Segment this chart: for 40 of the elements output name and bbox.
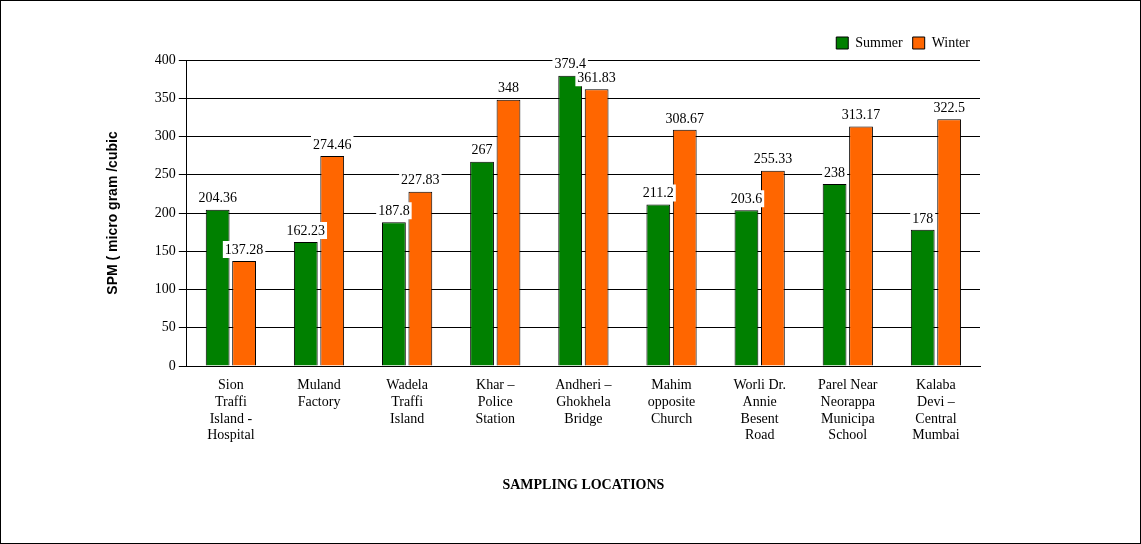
x-tick-label: Wadela Traffi Island (386, 377, 429, 426)
data-label: 274.46 (312, 136, 352, 152)
x-axis-title: SAMPLING LOCATIONS (502, 477, 665, 493)
data-label: 227.83 (401, 172, 440, 188)
data-label: 267 (471, 142, 493, 158)
y-tick-label: 300 (154, 128, 176, 144)
x-tick-label: Muland Factory (297, 377, 341, 409)
data-label: 187.8 (378, 203, 410, 218)
x-tick-label: Sion Traffi Island - Hospital (207, 377, 255, 443)
data-label: 204.36 (198, 190, 237, 206)
data-label: 322.5 (933, 99, 965, 115)
data-label: 203.6 (730, 190, 763, 206)
data-label: 308.67 (665, 110, 704, 126)
x-tick-label: Andheri – Ghokhela Bridge (555, 377, 613, 426)
x-tick-label: Kalaba Devi – Central Mumbai (912, 377, 960, 443)
y-tick-label: 250 (154, 166, 176, 182)
y-tick-label: 100 (154, 281, 176, 297)
x-tick-label: Parel Near Neorappa Municipa School (818, 377, 878, 443)
y-tick-label: 50 (161, 319, 176, 335)
y-tick-label: 400 (154, 51, 176, 67)
data-label: 137.28 (224, 241, 264, 257)
data-label: 348 (497, 80, 519, 96)
y-tick-label: 0 (168, 357, 176, 373)
y-axis-title: SPM ( micro gram /cubic (104, 131, 121, 295)
data-label: 313.17 (841, 107, 881, 123)
data-label: 361.83 (577, 69, 616, 85)
data-label: 178 (912, 210, 934, 226)
legend-label: Winter (931, 34, 971, 50)
x-tick-label: Mahim opposite Church (647, 377, 696, 426)
data-label: 162.23 (286, 222, 326, 238)
data-label: 238 (824, 164, 846, 180)
y-tick-label: 150 (154, 242, 176, 258)
x-tick-label: Worli Dr. Annie Besent Road (733, 377, 786, 443)
data-label: 379.4 (554, 56, 586, 72)
x-tick-label: Khar – Police Station (475, 377, 516, 426)
y-tick-label: 350 (154, 89, 176, 105)
data-label: 211.2 (642, 185, 674, 201)
y-tick-label: 200 (154, 204, 176, 220)
data-label: 255.33 (753, 151, 793, 167)
legend-label: Summer (855, 34, 904, 50)
